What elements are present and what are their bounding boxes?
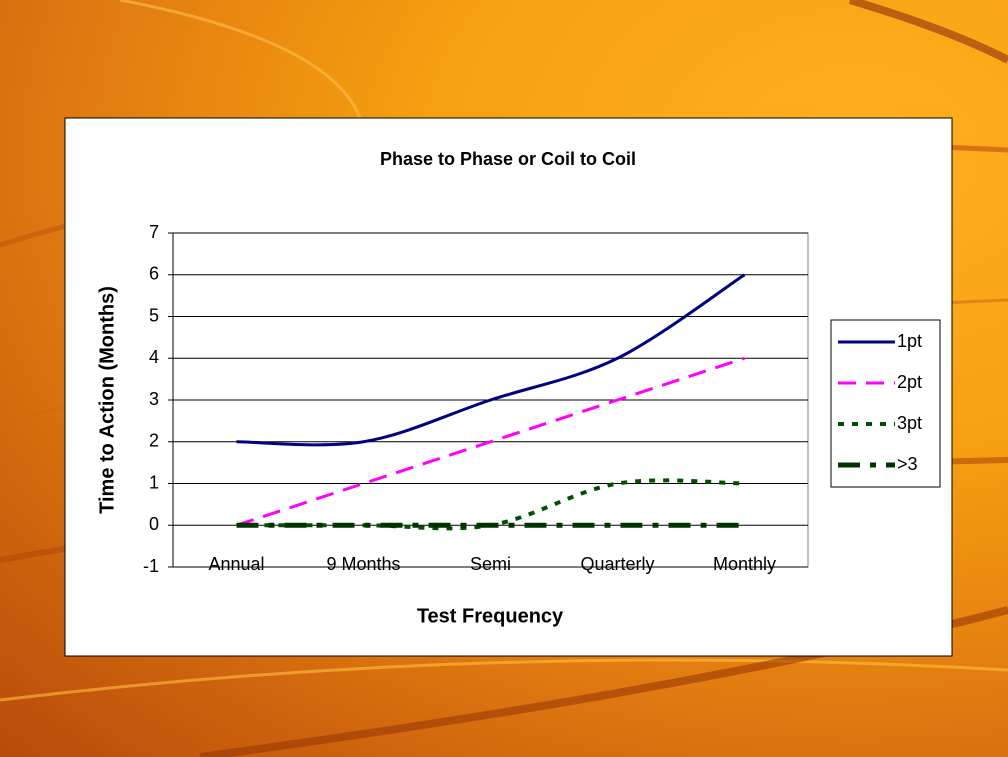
legend-label: 1pt	[897, 331, 922, 351]
y-tick-label: 6	[149, 264, 159, 284]
slide: Phase to Phase or Coil to Coil Test Freq…	[0, 0, 1008, 757]
chart: Phase to Phase or Coil to Coil Test Freq…	[0, 0, 1008, 757]
y-tick-label: 0	[149, 514, 159, 534]
y-tick-label: 1	[149, 472, 159, 492]
x-tick-label: Monthly	[713, 554, 776, 574]
x-tick-label: Semi	[470, 554, 511, 574]
y-axis-title: Time to Action (Months)	[96, 286, 118, 514]
y-tick-label: 2	[149, 431, 159, 451]
y-tick-label: 3	[149, 389, 159, 409]
x-tick-label: Annual	[208, 554, 264, 574]
chart-title: Phase to Phase or Coil to Coil	[380, 149, 636, 169]
legend	[831, 320, 940, 487]
y-tick-label: -1	[143, 556, 159, 576]
legend-label: 2pt	[897, 372, 922, 392]
y-tick-label: 4	[149, 347, 159, 367]
y-tick-label: 7	[149, 222, 159, 242]
x-tick-label: Quarterly	[580, 554, 654, 574]
x-axis-title: Test Frequency	[417, 605, 564, 627]
x-tick-label: 9 Months	[326, 554, 400, 574]
legend-label: 3pt	[897, 413, 922, 433]
y-tick-label: 5	[149, 305, 159, 325]
legend-label: >3	[897, 454, 918, 474]
